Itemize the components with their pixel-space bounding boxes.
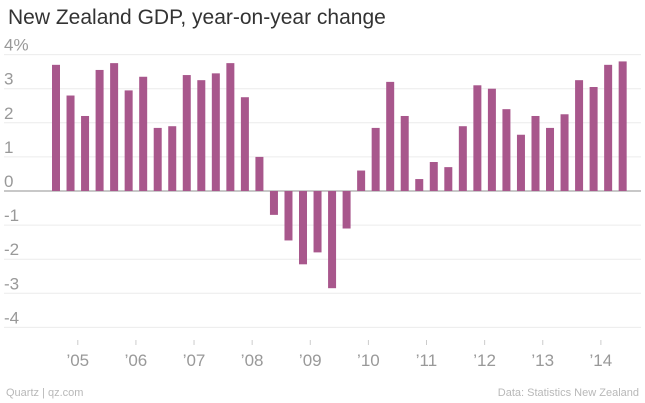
- bar: [66, 95, 75, 191]
- bar: [473, 85, 482, 191]
- bar: [328, 191, 337, 289]
- y-tick-label: 3: [4, 70, 13, 89]
- bar: [226, 63, 235, 192]
- bar: [124, 90, 133, 191]
- y-tick-label: 0: [4, 172, 13, 191]
- bar: [95, 69, 104, 191]
- y-tick-label: 4%: [4, 36, 29, 55]
- bar: [575, 80, 584, 191]
- x-tick-label: ’11: [416, 351, 437, 370]
- bar: [197, 80, 206, 191]
- bar: [182, 75, 191, 191]
- bar: [342, 191, 351, 229]
- bar: [81, 115, 90, 191]
- bar: [168, 126, 177, 191]
- bar: [400, 115, 409, 191]
- bar: [371, 127, 380, 191]
- bar: [269, 191, 278, 215]
- y-tick-label: -4: [4, 308, 19, 327]
- y-tick-label: 2: [4, 104, 13, 123]
- y-tick-label: 1: [4, 138, 13, 157]
- bar: [531, 115, 540, 191]
- bar: [211, 73, 220, 191]
- footer-source: Data: Statistics New Zealand: [497, 387, 639, 399]
- bar: [255, 156, 264, 191]
- bar: [357, 170, 366, 191]
- x-tick-label: ’10: [357, 351, 380, 370]
- bar: [52, 64, 60, 191]
- bar: [516, 134, 525, 192]
- bar: [618, 61, 627, 191]
- bar: [110, 63, 119, 192]
- bar-series: [52, 61, 627, 289]
- x-axis-ticks: ’05 ’06 ’07 ’08 ’09 ’10 ’11 ’12 ’13 ’14: [66, 340, 612, 370]
- bar: [139, 76, 148, 191]
- x-tick-label: ’07: [183, 351, 206, 370]
- bar: [502, 109, 511, 191]
- x-tick-label: ’05: [66, 351, 89, 370]
- chart-title: New Zealand GDP, year-on-year change: [8, 6, 386, 29]
- bar: [429, 162, 438, 191]
- bar: [458, 126, 467, 191]
- bar: [546, 127, 555, 191]
- bar: [444, 167, 453, 191]
- y-tick-label: -3: [4, 274, 19, 293]
- x-tick-label: ’13: [531, 351, 554, 370]
- bar: [415, 179, 424, 191]
- bar: [386, 81, 395, 191]
- x-tick-label: ’08: [241, 351, 264, 370]
- footer-credit: Quartz | qz.com: [6, 387, 84, 399]
- bar: [560, 114, 569, 191]
- y-tick-label: -1: [4, 206, 19, 225]
- bar: [604, 64, 613, 191]
- y-axis-ticks: 4% 3 2 1 0 -1 -2 -3 -4: [4, 36, 29, 328]
- y-tick-label: -2: [4, 240, 19, 259]
- bar: [299, 191, 308, 265]
- x-tick-label: ’12: [473, 351, 496, 370]
- bar: [487, 88, 496, 191]
- bar: [589, 87, 598, 191]
- x-tick-label: ’09: [299, 351, 322, 370]
- x-tick-label: ’14: [590, 351, 613, 370]
- x-tick-label: ’06: [125, 351, 148, 370]
- bar: [153, 127, 162, 191]
- bar: [313, 191, 322, 253]
- bar: [284, 191, 293, 241]
- bar: [240, 97, 249, 191]
